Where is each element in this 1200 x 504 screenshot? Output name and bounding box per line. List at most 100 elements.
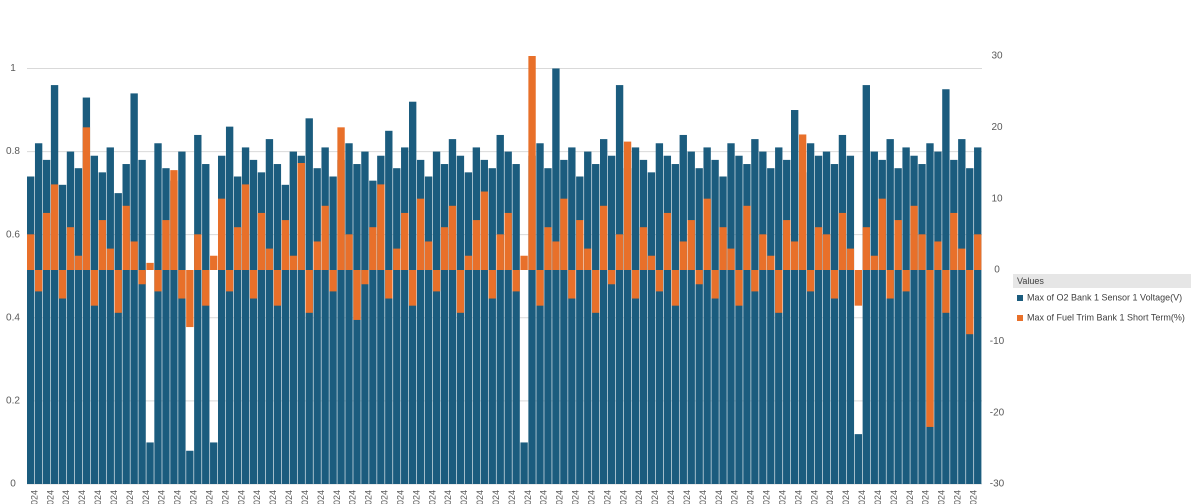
bar: [218, 198, 226, 270]
bar: [50, 184, 59, 270]
x-tick-label: 2024: [650, 490, 660, 504]
bar: [974, 147, 982, 484]
x-tick-label: 2024: [634, 490, 644, 504]
bar: [130, 241, 138, 270]
bar: [464, 255, 473, 270]
bar: [329, 176, 337, 484]
x-tick-label: 2024: [268, 490, 278, 504]
bar: [456, 155, 465, 484]
x-tick-label: 2024: [555, 490, 565, 504]
bar: [735, 155, 743, 484]
bar: [854, 270, 863, 306]
bar: [345, 143, 353, 484]
bar: [910, 205, 918, 270]
bar: [647, 172, 656, 484]
bar: [870, 151, 878, 484]
bar: [687, 151, 695, 484]
bar: [424, 176, 433, 484]
bar: [146, 262, 154, 270]
bar: [488, 270, 496, 299]
bar: [353, 270, 361, 320]
bar: [34, 143, 43, 484]
bar: [536, 143, 544, 484]
bar: [297, 163, 305, 270]
legend-swatch: [1017, 315, 1023, 321]
bar: [862, 227, 870, 270]
bar: [655, 270, 664, 292]
bar: [154, 143, 162, 484]
bar: [655, 143, 664, 484]
bar: [743, 205, 751, 270]
bar: [615, 85, 624, 485]
bar: [114, 270, 122, 313]
x-tick-label: 2024: [125, 490, 135, 504]
bar: [401, 147, 409, 484]
y-tick-label: 0.2: [6, 396, 20, 407]
bar: [560, 198, 568, 270]
x-tick-label: 2024: [571, 490, 581, 504]
bar: [210, 255, 218, 270]
bar: [719, 176, 727, 484]
bar: [225, 126, 234, 484]
bar: [170, 170, 178, 270]
bar: [639, 227, 648, 270]
legend-header: [1013, 274, 1191, 288]
bar: [369, 180, 377, 484]
x-tick-label: 2024: [157, 490, 167, 504]
bar: [162, 168, 170, 485]
bar: [377, 184, 385, 270]
y2-tick-label: 10: [991, 193, 1003, 204]
bar: [870, 255, 878, 270]
bar: [98, 172, 106, 484]
bar: [361, 270, 369, 285]
x-tick-label: 2024: [968, 490, 978, 504]
bar: [337, 159, 345, 485]
bar: [830, 270, 839, 299]
x-tick-label: 2024: [889, 490, 899, 504]
bar: [902, 270, 910, 292]
bar: [568, 270, 576, 299]
bar: [27, 176, 35, 484]
y2-tick-label: 20: [991, 122, 1003, 133]
bar: [631, 147, 640, 484]
bar: [496, 134, 504, 484]
y2-tick-label: -30: [990, 479, 1005, 490]
x-tick-label: 2024: [602, 490, 612, 504]
y2-tick-label: 30: [991, 51, 1003, 62]
x-tick-label: 2024: [252, 490, 262, 504]
x-tick-label: 2024: [841, 490, 851, 504]
bar: [321, 205, 329, 270]
x-tick-label: 2024: [873, 490, 883, 504]
bar: [751, 270, 759, 292]
bar: [281, 184, 290, 484]
x-tick-label: 2024: [618, 490, 628, 504]
bar: [265, 248, 274, 270]
bar: [886, 270, 894, 299]
bar: [862, 85, 870, 485]
bar: [233, 227, 242, 270]
bar: [950, 159, 958, 485]
bar: [623, 141, 632, 270]
bar: [472, 220, 481, 270]
x-tick-label: 2024: [109, 490, 119, 504]
bar: [289, 255, 297, 270]
bar: [401, 212, 409, 270]
bar: [377, 155, 385, 484]
x-tick-label: 2024: [825, 490, 835, 504]
bar: [42, 212, 51, 270]
x-tick-label: 2024: [173, 490, 183, 504]
bar: [934, 241, 942, 270]
x-tick-label: 2024: [220, 490, 230, 504]
bar: [440, 227, 449, 270]
bar: [472, 147, 481, 484]
bar: [106, 147, 114, 484]
bar: [623, 168, 632, 485]
bar: [926, 270, 934, 427]
bar: [806, 270, 815, 292]
bar: [592, 164, 600, 485]
y2-tick-label: -20: [990, 407, 1005, 418]
x-tick-label: 2024: [762, 490, 772, 504]
bar: [82, 97, 91, 484]
y-tick-label: 0.6: [6, 229, 20, 240]
